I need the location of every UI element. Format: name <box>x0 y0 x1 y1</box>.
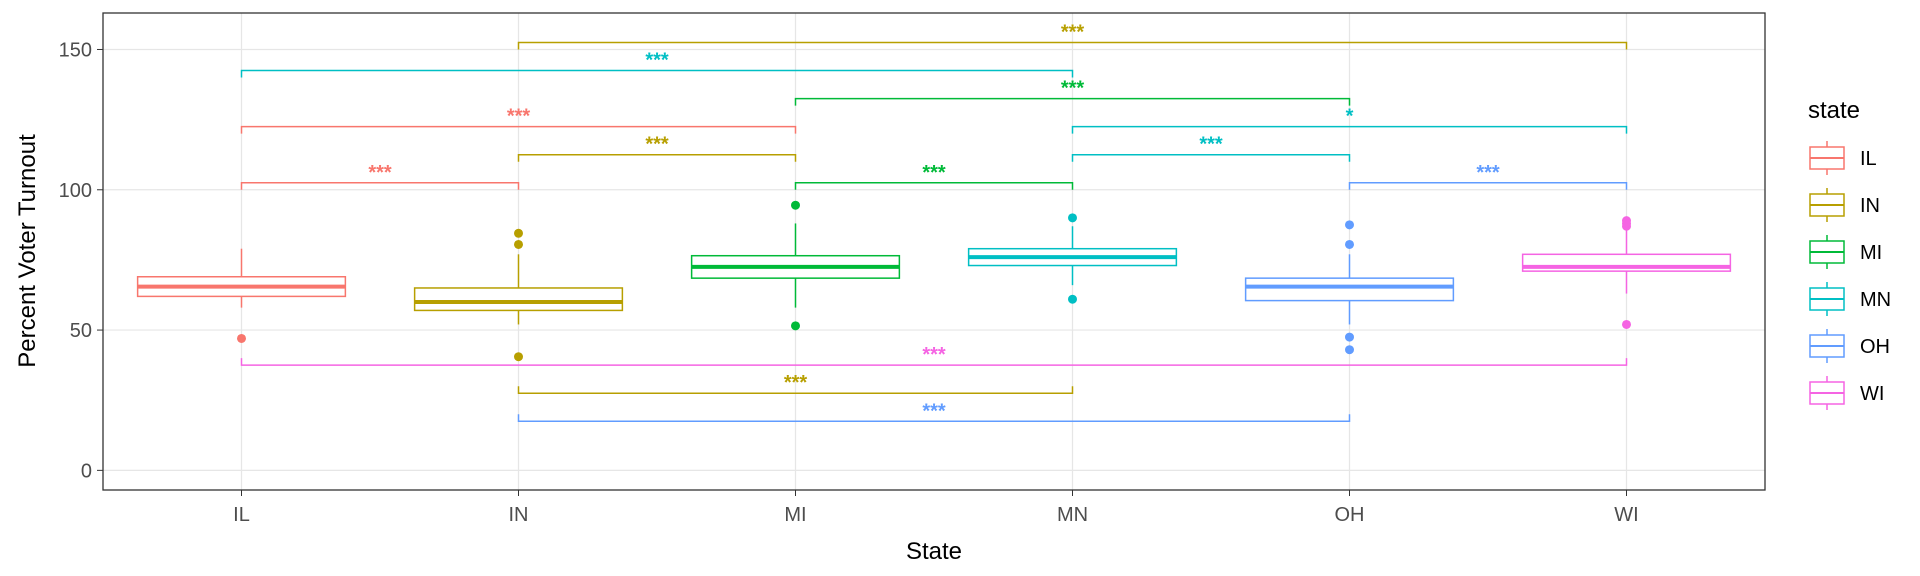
bracket-il-mi: *** <box>240 106 797 134</box>
legend: state IL IN MI MN OH WI <box>1808 97 1891 410</box>
y-tick-label: 50 <box>70 320 92 342</box>
box-il <box>136 248 347 343</box>
significance-label: *** <box>645 50 669 72</box>
bracket-il-wi: *** <box>240 344 1628 366</box>
significance-label: *** <box>645 134 669 156</box>
outlier-point <box>514 352 523 362</box>
box-in <box>413 228 624 362</box>
outlier-point <box>1345 345 1354 355</box>
legend-label: MN <box>1860 289 1891 311</box>
outlier-point <box>1622 319 1631 329</box>
outlier-point <box>514 239 523 249</box>
bracket-line <box>240 69 1074 78</box>
bracket-in-mi: *** <box>517 134 797 162</box>
bracket-line <box>517 153 797 162</box>
bracket-line <box>1071 125 1628 134</box>
y-tick-label: 0 <box>81 460 92 482</box>
panel-border <box>102 12 1766 491</box>
y-axis-title: Percent Voter Turnout <box>14 134 41 368</box>
legend-item-in: IN <box>1809 188 1880 222</box>
box-body <box>413 287 624 312</box>
legend-label: MI <box>1860 242 1882 264</box>
outlier-point <box>1345 239 1354 249</box>
y-tick-label: 100 <box>59 180 92 202</box>
legend-label: IN <box>1860 195 1880 217</box>
legend-label: WI <box>1860 383 1884 405</box>
bracket-line <box>1071 153 1351 162</box>
legend-title: state <box>1808 97 1860 124</box>
x-tick-label: MI <box>784 504 806 526</box>
legend-item-mn: MN <box>1809 282 1891 316</box>
outlier-point <box>791 200 800 210</box>
outlier-point <box>1068 213 1077 223</box>
outlier-point <box>1345 332 1354 342</box>
bracket-in-oh: *** <box>517 400 1351 423</box>
y-tick-label: 150 <box>59 39 92 61</box>
box-wi <box>1521 216 1732 329</box>
outlier-point <box>1068 294 1077 304</box>
significance-label: *** <box>1061 21 1085 43</box>
legend-label: IL <box>1860 148 1877 170</box>
bracket-line <box>240 182 520 190</box>
significance-brackets: ************************************* <box>240 21 1628 423</box>
outlier-point <box>1345 220 1354 230</box>
bracket-line <box>794 97 1351 106</box>
significance-label: *** <box>1199 134 1223 156</box>
box-mn <box>967 213 1178 304</box>
bracket-mn-oh: *** <box>1071 134 1351 162</box>
x-tick-label: IL <box>233 504 250 526</box>
box-oh <box>1244 220 1455 355</box>
bracket-il-in: *** <box>240 162 520 190</box>
bracket-il-mn: *** <box>240 50 1074 78</box>
significance-label: *** <box>922 162 946 184</box>
bracket-line <box>1348 182 1628 190</box>
outlier-point <box>237 333 246 343</box>
bracket-mn-wi: * <box>1071 106 1628 134</box>
axes: 0 50 100 150 IL IN MI MN OH WI <box>59 39 1639 526</box>
bracket-line <box>517 386 1074 394</box>
bracket-line <box>794 182 1074 190</box>
significance-label: *** <box>784 372 808 394</box>
significance-label: *** <box>922 400 946 422</box>
legend-item-mi: MI <box>1809 235 1882 269</box>
bracket-line <box>517 414 1351 423</box>
bracket-line <box>240 358 1628 366</box>
significance-label: *** <box>1061 78 1085 100</box>
significance-label: *** <box>368 162 392 184</box>
bracket-mi-mn: *** <box>794 162 1074 190</box>
outlier-point <box>514 228 523 238</box>
box-layer <box>136 200 1732 362</box>
x-tick-label: MN <box>1057 504 1088 526</box>
box-mi <box>690 200 901 331</box>
significance-label: *** <box>922 344 946 366</box>
bracket-in-mn: *** <box>517 372 1074 394</box>
bracket-line <box>240 125 797 134</box>
x-tick-label: OH <box>1335 504 1365 526</box>
outlier-point <box>791 321 800 331</box>
legend-item-wi: WI <box>1809 376 1884 410</box>
significance-label: *** <box>1476 162 1500 184</box>
outlier-point <box>1622 216 1631 226</box>
significance-label: *** <box>507 106 531 128</box>
x-axis-title: State <box>906 538 962 565</box>
bracket-line <box>517 41 1628 50</box>
legend-label: OH <box>1860 336 1890 358</box>
bracket-mi-oh: *** <box>794 78 1351 106</box>
box-body <box>1244 277 1455 302</box>
x-tick-label: IN <box>509 504 529 526</box>
significance-label: * <box>1346 106 1354 128</box>
x-tick-label: WI <box>1614 504 1638 526</box>
legend-item-oh: OH <box>1809 329 1890 363</box>
bracket-oh-wi: *** <box>1348 162 1628 190</box>
legend-item-il: IL <box>1809 141 1877 175</box>
bracket-in-wi: *** <box>517 21 1628 50</box>
